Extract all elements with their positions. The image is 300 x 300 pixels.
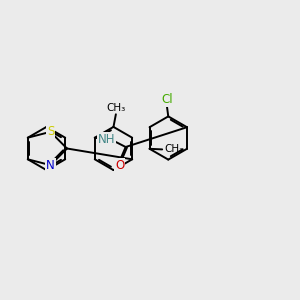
Text: NH: NH: [98, 133, 116, 146]
Text: CH₃: CH₃: [164, 144, 183, 154]
Text: O: O: [115, 159, 124, 172]
Text: S: S: [47, 125, 54, 138]
Text: CH₃: CH₃: [106, 103, 125, 112]
Text: N: N: [46, 159, 55, 172]
Text: Cl: Cl: [161, 93, 172, 106]
